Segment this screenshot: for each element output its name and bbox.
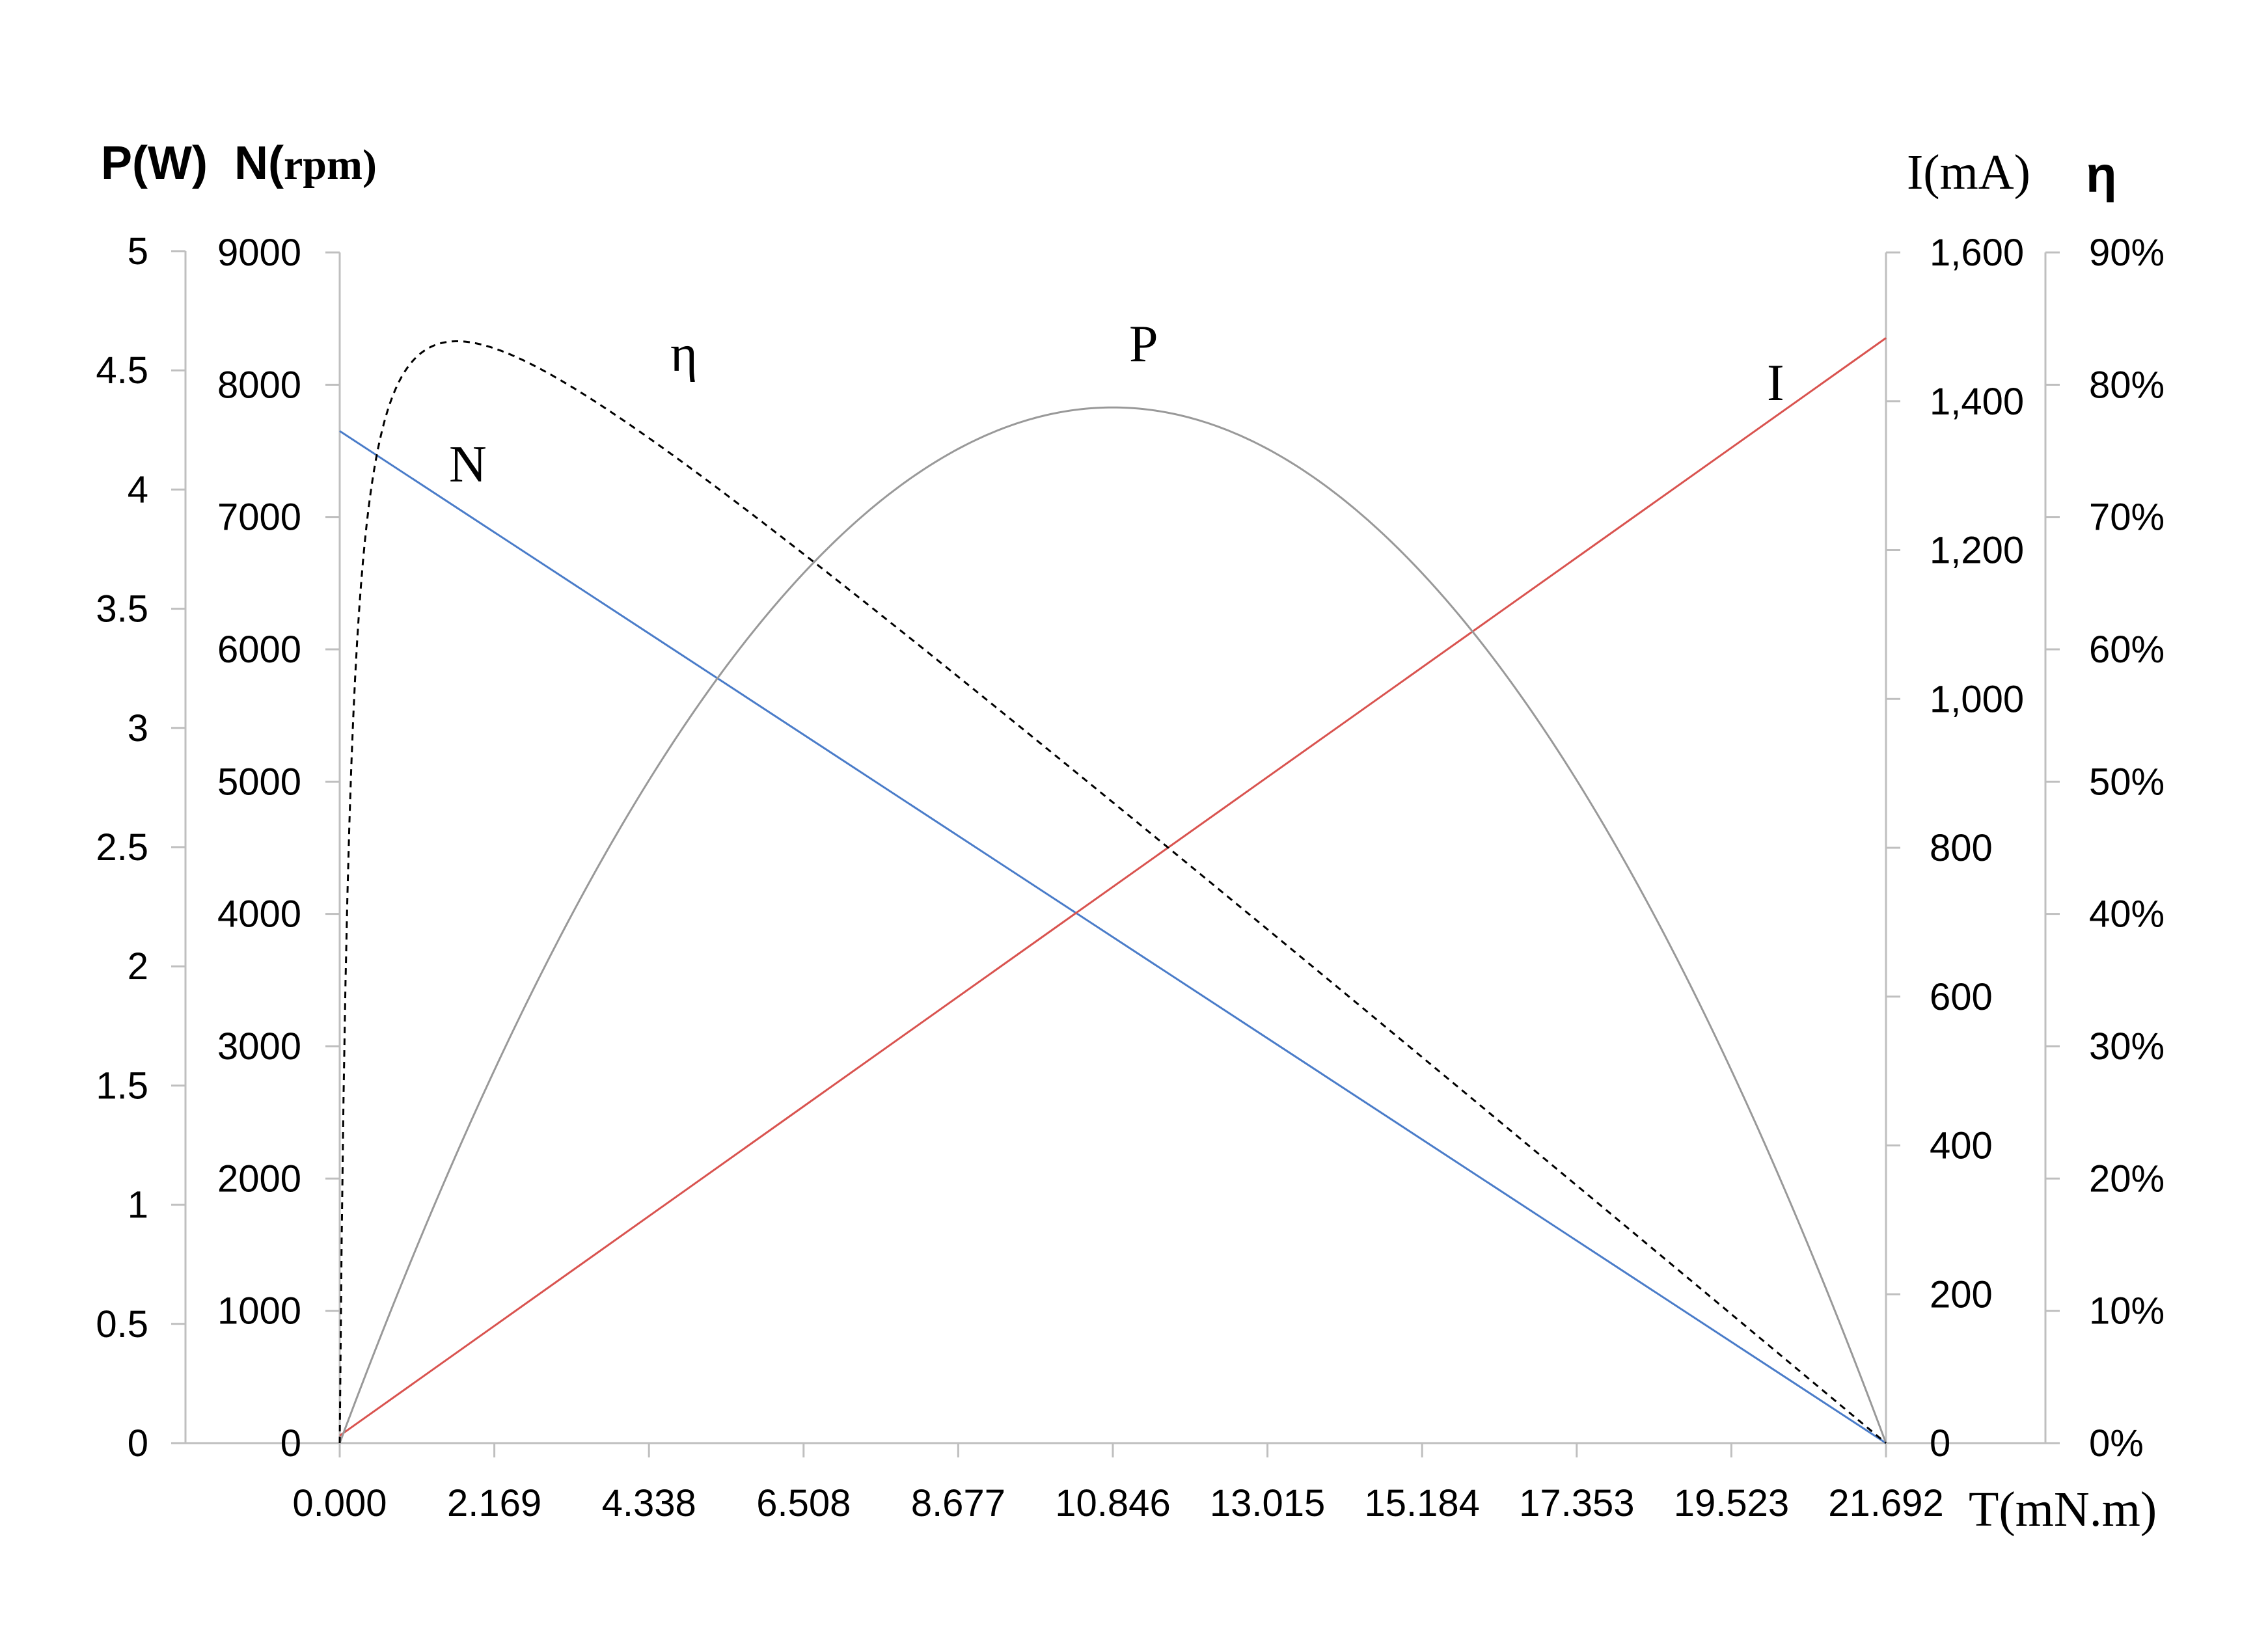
curve-labels: Nη P I — [449, 316, 1784, 493]
x-tick-label: 8.677 — [911, 1482, 1005, 1524]
x-tick-label: 21.692 — [1828, 1482, 1943, 1524]
n-axis-tick-label: 2000 — [217, 1157, 301, 1200]
i-axis-tick-label: 200 — [1930, 1273, 1993, 1316]
x-tick-label: 13.015 — [1210, 1482, 1325, 1524]
data-series — [338, 337, 1887, 1444]
i-axis-tick-label: 800 — [1930, 827, 1993, 869]
series-line-speed — [339, 430, 1887, 1444]
p-axis-title: P(W) — [101, 137, 208, 189]
n-axis-tick-label: 6000 — [217, 629, 301, 671]
x-tick-label: 0.000 — [292, 1482, 387, 1524]
curve-label: N — [449, 436, 487, 493]
efficiency-axis-tick-label: 10% — [2089, 1290, 2165, 1333]
x-tick-label: 10.846 — [1055, 1482, 1170, 1524]
n-axis-tick-label: 1000 — [217, 1290, 301, 1333]
p-axis-tick-label: 2.5 — [96, 826, 148, 869]
curve-label: η — [670, 325, 698, 383]
p-axis-tick-label: 4.5 — [96, 349, 148, 392]
efficiency-axis-tick-label: 0% — [2089, 1422, 2144, 1465]
curve-label: P — [1129, 316, 1158, 373]
i-axis-title: I(mA) — [1907, 145, 2030, 200]
n-axis-tick-label: 8000 — [217, 364, 301, 406]
x-tick-label: 6.508 — [756, 1482, 851, 1524]
n-axis-tick-label: 4000 — [217, 893, 301, 936]
n-axis-tick-label: 3000 — [217, 1025, 301, 1068]
n-axis-tick-label: 9000 — [217, 232, 301, 274]
curve-label: I — [1767, 355, 1784, 412]
efficiency-axis-tick-label: 60% — [2089, 629, 2165, 671]
p-axis-tick-label: 3 — [128, 707, 148, 750]
i-axis-tick-label: 0 — [1930, 1422, 1950, 1465]
x-tick-label: 19.523 — [1674, 1482, 1789, 1524]
p-axis-tick-label: 2 — [128, 945, 148, 988]
efficiency-axis-tick-label: 70% — [2089, 496, 2165, 539]
i-axis-tick-label: 1,200 — [1930, 530, 2024, 572]
i-axis-tick-label: 1,000 — [1930, 678, 2024, 720]
p-axis-tick-label: 3.5 — [96, 588, 148, 630]
efficiency-axis-title: η — [2086, 146, 2117, 203]
p-axis-tick-label: 5 — [128, 230, 148, 273]
efficiency-axis-tick-label: 80% — [2089, 364, 2165, 406]
efficiency-axis-tick-label: 30% — [2089, 1025, 2165, 1068]
i-axis-tick-label: 400 — [1930, 1125, 1993, 1167]
tick-labels: 0.000 2.169 4.338 6.508 8.677 10.846 13.015 15.… — [96, 230, 2165, 1524]
x-tick-label: 2.169 — [447, 1482, 541, 1524]
i-axis-tick-label: 600 — [1930, 976, 1993, 1018]
p-axis-tick-label: 0 — [128, 1422, 148, 1465]
n-axis-tick-label: 5000 — [217, 761, 301, 803]
x-tick-label: 17.353 — [1519, 1482, 1634, 1524]
p-axis-tick-label: 4 — [128, 468, 148, 511]
x-tick-label: 4.338 — [602, 1482, 696, 1524]
i-axis-tick-label: 1,600 — [1930, 232, 2024, 274]
x-tick-label: 15.184 — [1364, 1482, 1479, 1524]
efficiency-axis-tick-label: 40% — [2089, 893, 2165, 936]
series-line-efficiency — [338, 340, 1887, 1444]
efficiency-axis-tick-label: 20% — [2089, 1157, 2165, 1200]
efficiency-axis-tick-label: 50% — [2089, 761, 2165, 803]
series-line-current — [339, 337, 1887, 1437]
axes — [171, 250, 2060, 1457]
series-line-power — [338, 406, 1887, 1444]
i-axis-tick-label: 1,400 — [1930, 381, 2024, 423]
p-axis-tick-label: 0.5 — [96, 1303, 148, 1346]
p-axis-tick-label: 1.5 — [96, 1064, 148, 1107]
p-axis-tick-label: 1 — [128, 1184, 148, 1226]
n-axis-tick-label: 0 — [280, 1422, 301, 1465]
x-axis-title: T(mN.m) — [1969, 1482, 2157, 1537]
n-axis-tick-label: 7000 — [217, 496, 301, 539]
n-axis-title: N(rpm) — [234, 137, 377, 189]
efficiency-axis-tick-label: 90% — [2089, 232, 2165, 274]
